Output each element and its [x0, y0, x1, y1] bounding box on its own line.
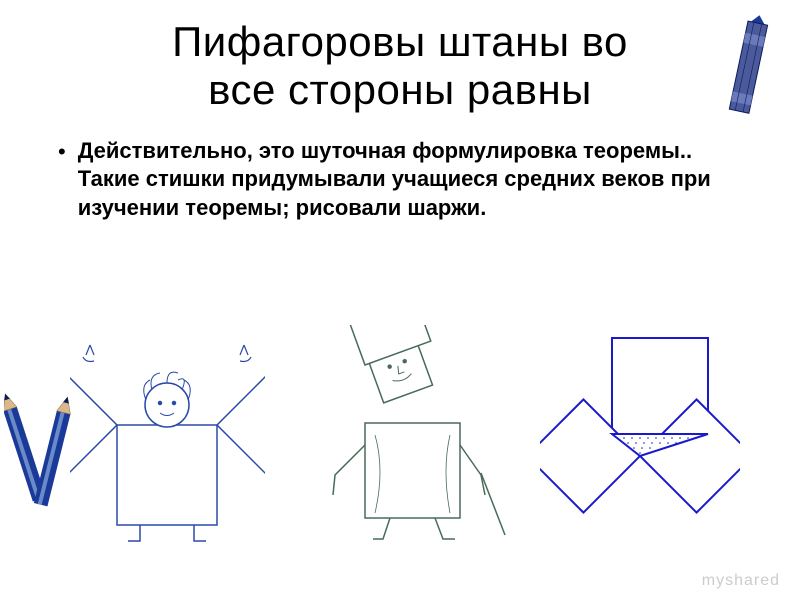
crayon-icon	[722, 14, 772, 139]
watermark: myshared	[702, 572, 780, 590]
bullet-marker: •	[58, 141, 66, 163]
bullet-block: • Действительно, это шуточная формулиров…	[0, 115, 800, 223]
pythagoras-figure-man	[295, 325, 510, 555]
pythagoras-diagram-plain	[540, 328, 740, 553]
bullet-text: Действительно, это шуточная формулировка…	[78, 137, 740, 223]
title-line2: все стороны равны	[208, 66, 592, 113]
pythagoras-figure-woman	[70, 325, 265, 555]
slide-title: Пифагоровы штаны во все стороны равны	[0, 0, 800, 115]
pencils-icon	[4, 385, 84, 530]
figures-row	[70, 320, 740, 560]
title-line1: Пифагоровы штаны во	[172, 18, 628, 65]
bullet-item: • Действительно, это шуточная формулиров…	[58, 137, 740, 223]
